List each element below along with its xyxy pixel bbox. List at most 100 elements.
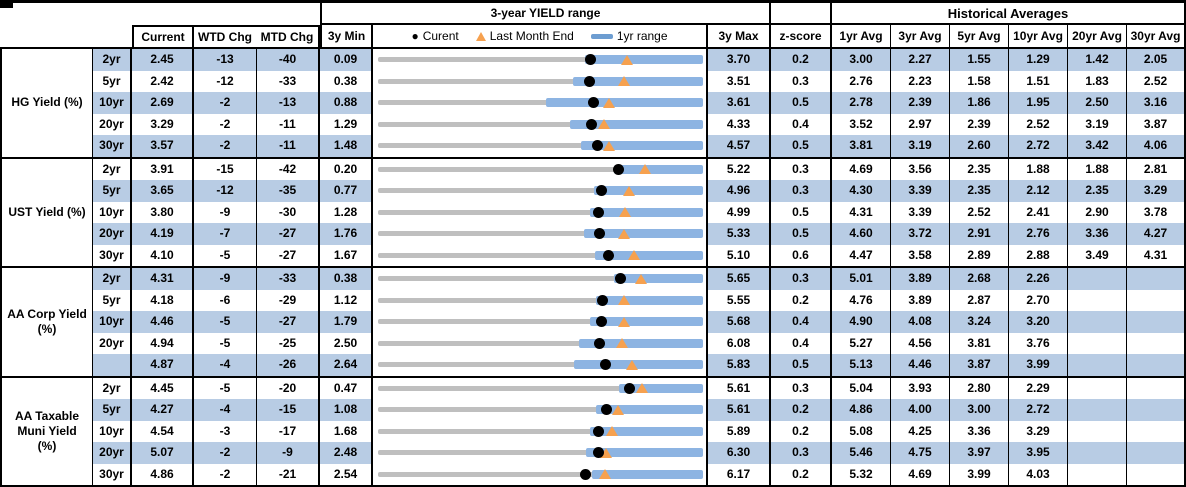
1yr-range-bar (585, 55, 703, 65)
tenor-cell: 10yr (93, 311, 132, 333)
mtd-chg-cell: -26 (257, 354, 320, 376)
3yr-avg-cell: 4.25 (891, 420, 950, 442)
5yr-avg-cell: 2.80 (950, 377, 1009, 399)
tenor-cell: 2yr (93, 49, 132, 71)
mtd-chg-cell: -40 (257, 49, 320, 71)
last-month-end-marker (627, 250, 640, 261)
1yr-range-bar (595, 250, 703, 260)
tenor-cell: 5yr (93, 180, 132, 202)
chart-legend: ● Curent Last Month End 1yr range (373, 25, 708, 47)
30yr-avg-cell: 2.52 (1127, 70, 1186, 92)
20yr-avg-cell: 3.19 (1068, 113, 1127, 135)
last-month-end-marker (603, 140, 616, 151)
last-month-end-marker (603, 97, 615, 108)
20yr-avg-cell: 2.50 (1068, 92, 1127, 114)
20yr-avg-cell: 3.36 (1068, 223, 1127, 245)
3yr-avg-cell: 3.19 (891, 135, 950, 157)
1yr-avg-cell: 5.46 (832, 442, 891, 464)
10yr-avg-cell: 3.99 (1009, 354, 1068, 376)
20yr-avg-cell: 1.42 (1068, 49, 1127, 71)
z-score-cell: 0.6 (771, 244, 832, 266)
current-value-cell: 3.29 (132, 113, 194, 135)
range-bar-icon (590, 33, 613, 39)
1yr-avg-cell: 5.27 (832, 332, 891, 354)
tenor-cell: 30yr (93, 244, 132, 266)
1yr-range-bar (595, 295, 703, 305)
1yr-range-bar (586, 448, 703, 458)
track-line (378, 209, 703, 215)
wtd-chg-cell: -5 (194, 244, 257, 266)
20yr-avg-cell (1068, 268, 1127, 290)
track-line (378, 100, 703, 106)
1yr-avg-cell: 4.90 (832, 311, 891, 333)
current-marker (599, 359, 611, 371)
10yr-avg-cell: 3.76 (1009, 332, 1068, 354)
range-chart (373, 463, 708, 485)
5yr-avg-cell: 3.81 (950, 332, 1009, 354)
20yr-avg-cell: 3.42 (1068, 135, 1127, 157)
tenor-cell (93, 354, 132, 376)
top-border (0, 0, 1186, 3)
current-value-cell: 2.69 (132, 92, 194, 114)
3y-max-cell: 4.33 (708, 113, 771, 135)
3yr-avg-cell: 2.27 (891, 49, 950, 71)
mtd-chg-cell: -27 (257, 223, 320, 245)
track-line (378, 471, 703, 477)
last-month-triangle-icon (475, 31, 486, 41)
5yr-avg-cell: 3.97 (950, 442, 1009, 464)
3yr-avg-cell: 3.89 (891, 268, 950, 290)
track-line (378, 319, 703, 325)
1yr-range-bar (589, 426, 703, 436)
1yr-avg-cell: 3.00 (832, 49, 891, 71)
10yr-avg-cell: 4.03 (1009, 463, 1068, 485)
tenor-cell: 20yr (93, 223, 132, 245)
20yr-avg-cell (1068, 377, 1127, 399)
30yr-avg-cell (1127, 268, 1186, 290)
30yr-avg-cell: 4.31 (1127, 244, 1186, 266)
10yr-avg-cell: 2.76 (1009, 223, 1068, 245)
wtd-chg-cell: -2 (194, 463, 257, 485)
5yr-avg-cell: 2.60 (950, 135, 1009, 157)
mtd-chg-cell: -27 (257, 311, 320, 333)
1yr-avg-cell: 2.76 (832, 70, 891, 92)
20yr-avg-cell: 1.88 (1068, 158, 1127, 180)
tenor-cell: 2yr (93, 158, 132, 180)
1yr-range-bar (590, 207, 703, 217)
wtd-chg-cell: -13 (194, 49, 257, 71)
column-header-5yr-avg: 5yr Avg (950, 25, 1009, 47)
current-marker (601, 404, 613, 416)
last-month-end-marker (639, 164, 652, 175)
3y-min-cell: 0.38 (320, 268, 373, 290)
z-score-cell: 0.5 (771, 354, 832, 376)
legend-last-month-end: Last Month End (475, 29, 574, 43)
track-line (378, 276, 703, 282)
range-chart (373, 311, 708, 333)
3y-max-cell: 5.68 (708, 311, 771, 333)
3y-min-cell: 2.54 (320, 463, 373, 485)
5yr-avg-cell: 3.36 (950, 420, 1009, 442)
track-line (378, 57, 703, 63)
3y-max-cell: 5.61 (708, 399, 771, 421)
30yr-avg-cell (1127, 332, 1186, 354)
column-header-wtd-chg: WTD Chg (198, 30, 252, 44)
mtd-chg-cell: -29 (257, 289, 320, 311)
tenor-cell: 30yr (93, 463, 132, 485)
3yr-avg-cell: 4.46 (891, 354, 950, 376)
last-month-end-marker (616, 338, 629, 349)
current-value-cell: 2.45 (132, 49, 194, 71)
mtd-chg-cell: -33 (257, 268, 320, 290)
z-score-cell: 0.5 (771, 92, 832, 114)
1yr-avg-cell: 4.31 (832, 201, 891, 223)
1yr-range-bar (592, 469, 703, 479)
10yr-avg-cell: 1.88 (1009, 158, 1068, 180)
3y-max-cell: 5.65 (708, 268, 771, 290)
1yr-avg-cell: 5.32 (832, 463, 891, 485)
30yr-avg-cell (1127, 463, 1186, 485)
3y-max-cell: 3.61 (708, 92, 771, 114)
last-month-end-marker (619, 207, 631, 218)
5yr-avg-cell: 2.68 (950, 268, 1009, 290)
last-month-end-marker (625, 359, 638, 370)
tenor-cell: 5yr (93, 289, 132, 311)
1yr-range-bar (578, 338, 703, 348)
z-score-cell: 0.5 (771, 201, 832, 223)
